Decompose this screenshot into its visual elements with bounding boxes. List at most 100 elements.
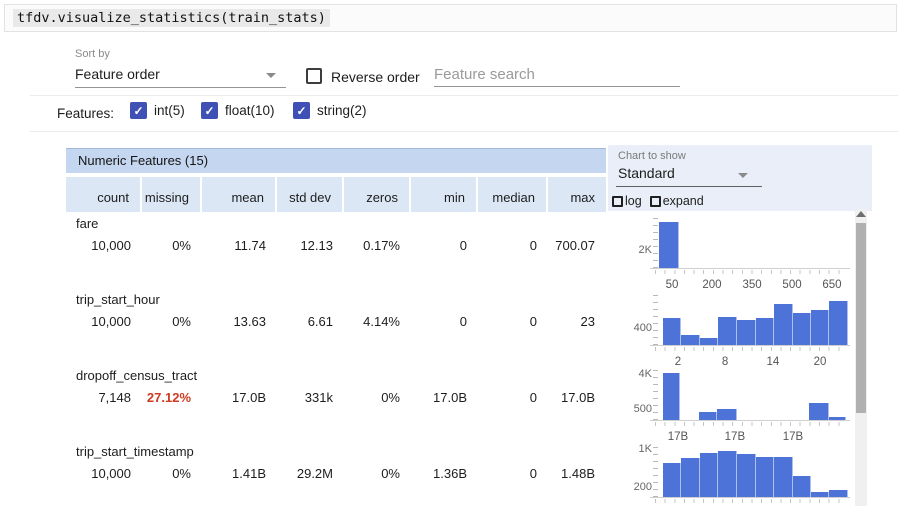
log-checkbox[interactable] [612, 195, 623, 207]
y-axis-ticks [653, 295, 658, 345]
histogram-bar [716, 409, 737, 420]
stat-value: 10,000 [91, 314, 131, 329]
stat-value: 17.0B [433, 390, 467, 405]
plot-area [655, 370, 848, 420]
histogram-bar [662, 317, 682, 345]
histogram-bar [737, 454, 756, 497]
column-header-std-dev: std dev [277, 177, 342, 212]
x-axis-line [650, 345, 850, 346]
table-row: fare 10,000 0% 11.74 12.13 0.17% 0 0 700.07 [66, 214, 606, 290]
column-header-zeros: zeros [344, 177, 409, 212]
histogram-bar [792, 313, 812, 345]
stat-value: 10,000 [91, 466, 131, 481]
table-row: trip_start_hour 10,000 0% 13.63 6.61 4.14% 0 0 2… [66, 290, 606, 366]
histogram-bar [755, 317, 775, 345]
feature-stats: 10,000 0% 13.63 6.61 4.14% 0 0 23 [66, 314, 606, 329]
column-header-count: count [66, 177, 140, 212]
code-cell[interactable]: tfdv.visualize_statistics(train_stats) [4, 4, 897, 32]
stat-value: 11.74 [234, 238, 266, 253]
stat-value: 0% [172, 314, 191, 329]
stat-value: 0% [172, 238, 191, 253]
stat-value: 0% [381, 466, 400, 481]
histogram-bar [829, 416, 847, 420]
chart-type-select[interactable]: Standard [618, 165, 675, 181]
column-header-min: min [411, 177, 476, 212]
feature-name: fare [76, 216, 99, 231]
stat-value: 17.0B [232, 390, 266, 405]
x-axis-label: 8 [721, 356, 729, 368]
stat-value: 4.14% [363, 314, 400, 329]
stat-value: 12.13 [300, 238, 333, 253]
checkbox-checked-icon[interactable]: ✓ [201, 102, 218, 119]
checkbox-checked-icon[interactable]: ✓ [293, 102, 310, 119]
x-axis-line [650, 420, 850, 421]
stat-value: 0 [459, 314, 467, 329]
feature-type-filter-int5[interactable]: ✓ int(5) [130, 102, 185, 119]
feature-type-filter-string2[interactable]: ✓ string(2) [293, 102, 367, 119]
histogram-bar [755, 456, 775, 497]
histogram-bar [774, 456, 793, 497]
stat-value: 0 [529, 314, 537, 329]
feature-stats: 10,000 0% 11.74 12.13 0.17% 0 0 700.07 [66, 238, 606, 253]
chevron-down-icon[interactable] [266, 73, 276, 78]
column-header-mean: mean [202, 177, 275, 212]
stat-value: 7,148 [98, 390, 131, 405]
stat-value: 1.41B [232, 466, 266, 481]
y-axis-ticks [653, 218, 658, 268]
sort-by-select[interactable]: Feature order [75, 66, 160, 82]
log-label: log [625, 194, 642, 208]
chevron-down-icon[interactable] [738, 173, 748, 178]
scrollbar-thumb[interactable] [856, 223, 866, 413]
plot-area [655, 218, 848, 268]
feature-stats: 7,148 27.12% 17.0B 331k 0% 17.0B 0 17.0B [66, 390, 606, 405]
stat-value: 13.63 [233, 314, 266, 329]
table-row: dropoff_census_tract 7,148 27.12% 17.0B 331k… [66, 366, 606, 442]
stat-value: 17.0B [561, 390, 595, 405]
chart-to-show-label: Chart to show [618, 150, 686, 162]
x-axis-label: 2 [674, 356, 682, 368]
feature-name: trip_start_hour [76, 292, 160, 307]
stat-value: 10,000 [91, 238, 131, 253]
histogram-bar [829, 301, 848, 345]
reverse-order-label: Reverse order [331, 69, 420, 85]
histogram-bar [792, 476, 812, 497]
stat-value: 1.48B [561, 466, 595, 481]
scrollbar[interactable] [855, 209, 867, 506]
y-axis-label: 2K [638, 244, 652, 256]
reverse-order-checkbox[interactable] [306, 68, 322, 84]
column-header-median: median [478, 177, 546, 212]
histogram-bar [774, 304, 793, 345]
scroll-up-arrow-icon[interactable] [856, 211, 866, 217]
stat-value: 0% [381, 390, 400, 405]
histogram-bar [699, 453, 719, 497]
x-axis-ticks [655, 347, 848, 351]
x-axis-label: 350 [742, 279, 762, 291]
plot-area [655, 295, 848, 345]
chart-to-show-panel: Chart to show Standard log expand [608, 145, 872, 211]
y-axis-ticks [653, 447, 658, 497]
histogram-bar [829, 490, 848, 497]
x-axis-label: 200 [702, 279, 722, 291]
expand-checkbox[interactable] [649, 195, 661, 207]
stat-value: 0 [459, 238, 467, 253]
stat-value: 700.07 [555, 238, 595, 253]
checkbox-checked-icon[interactable]: ✓ [130, 102, 147, 119]
x-axis-label: 50 [665, 279, 679, 291]
expand-label: expand [662, 194, 704, 208]
histogram-fare: 2K 50 200 350 500 650 [602, 218, 872, 294]
table-row: trip_start_timestamp 10,000 0% 1.41B 29.2M 0%… [66, 442, 606, 506]
search-input[interactable] [434, 62, 680, 87]
x-axis-label: 500 [782, 279, 802, 291]
histogram-bar [699, 338, 719, 345]
code-text[interactable]: tfdv.visualize_statistics(train_stats) [13, 9, 330, 27]
feature-stats: 10,000 0% 1.41B 29.2M 0% 1.36B 0 1.48B [66, 466, 606, 481]
histogram-bar [810, 492, 830, 497]
feature-name: dropoff_census_tract [76, 368, 198, 383]
histogram-bar [681, 334, 700, 345]
chart-type-underline [616, 186, 762, 187]
x-axis-ticks [655, 422, 848, 426]
feature-type-filter-float10[interactable]: ✓ float(10) [201, 102, 275, 119]
stat-value: 0.17% [363, 238, 400, 253]
sort-by-label: Sort by [75, 48, 110, 60]
x-axis-label: 17B [724, 431, 746, 443]
